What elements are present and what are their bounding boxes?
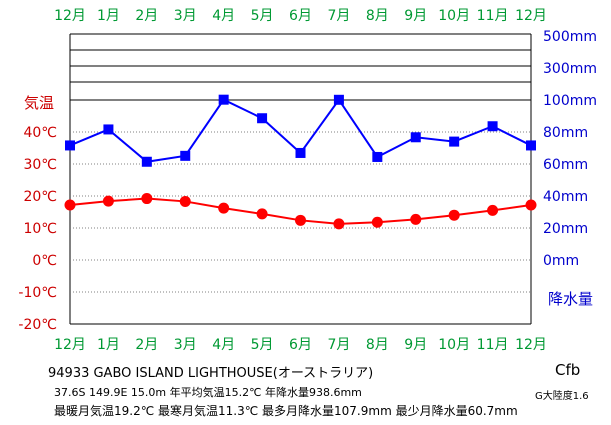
series-layer [64, 94, 537, 230]
month-label-bottom: 2月 [135, 337, 158, 353]
month-label-top: 5月 [251, 8, 274, 24]
month-label-top: 12月 [515, 8, 547, 24]
month-labels-top: 12月 1月 2月 3月 4月 5月 6月 7月 8月 9月 10月 11月 12月 [54, 8, 547, 24]
continentality-note: G大陸度1.6 [535, 391, 589, 402]
precipitation-point [410, 132, 421, 143]
month-label-bottom: 3月 [174, 337, 197, 353]
temperature-point [487, 204, 499, 216]
precipitation-point [218, 94, 229, 105]
month-label-bottom: 6月 [289, 337, 312, 353]
temperature-tick: 20℃ [23, 189, 57, 205]
temperature-tick: 10℃ [23, 221, 57, 237]
precipitation-tick: 300mm [543, 61, 597, 77]
climate-classification: Cfb [555, 361, 581, 379]
precipitation-point [526, 140, 536, 151]
month-label-top: 12月 [54, 8, 86, 24]
temperature-point [525, 199, 537, 211]
month-labels-bottom: 12月 1月 2月 3月 4月 5月 6月 7月 8月 9月 10月 11月 12月 [54, 337, 547, 353]
temperature-tick: 30℃ [23, 157, 57, 173]
climate-chart: 12月 1月 2月 3月 4月 5月 6月 7月 8月 9月 10月 11月 12月 12月 1月 2月 3月… [18, 8, 597, 353]
precipitation-tick: 80mm [543, 125, 588, 141]
month-label-top: 8月 [366, 8, 389, 24]
precipitation-tick: 40mm [543, 189, 588, 205]
temperature-point [333, 218, 345, 230]
precipitation-point [487, 121, 498, 132]
station-stats-line2: 最暖月気温19.2℃ 最寒月気温11.3℃ 最多月降水量107.9mm 最少月降… [54, 404, 518, 418]
temperature-point [141, 193, 153, 205]
precipitation-point [65, 140, 75, 151]
temperature-point [64, 199, 76, 211]
month-label-bottom: 7月 [327, 337, 350, 353]
temperature-axis-label: 気温 [24, 94, 54, 112]
month-label-bottom: 4月 [212, 337, 235, 353]
month-label-top: 3月 [174, 8, 197, 24]
temperature-point [410, 213, 422, 225]
precipitation-tick: 60mm [543, 157, 588, 173]
temperature-tick-labels: 40℃ 30℃ 20℃ 10℃ 0℃ -10℃ -20℃ [18, 125, 57, 333]
month-label-bottom: 8月 [366, 337, 389, 353]
temperature-point [371, 216, 383, 228]
month-label-bottom: 12月 [54, 337, 86, 353]
month-label-top: 7月 [327, 8, 350, 24]
precipitation-point [141, 156, 152, 167]
temperature-tick: -10℃ [18, 285, 57, 301]
temperature-tick: -20℃ [18, 317, 57, 333]
precipitation-point [295, 147, 306, 158]
precipitation-tick: 100mm [543, 93, 597, 109]
month-label-bottom: 12月 [515, 337, 547, 353]
precipitation-point [333, 94, 344, 105]
month-label-top: 9月 [404, 8, 427, 24]
precipitation-point [449, 136, 460, 147]
precipitation-axis-label: 降水量 [548, 290, 593, 308]
precipitation-point [180, 150, 191, 161]
month-label-top: 6月 [289, 8, 312, 24]
precipitation-tick-labels: 500mm 300mm 100mm 80mm 60mm 40mm 20mm 0mm [543, 29, 597, 269]
precipitation-tick: 500mm [543, 29, 597, 45]
month-label-top: 11月 [477, 8, 509, 24]
temperature-point [218, 202, 230, 214]
temperature-point [295, 214, 306, 226]
temperature-point [102, 195, 114, 207]
month-label-bottom: 5月 [251, 337, 274, 353]
temperature-point [256, 208, 268, 220]
precipitation-tick: 20mm [543, 221, 588, 237]
chart-grid [69, 33, 532, 325]
month-label-bottom: 9月 [404, 337, 427, 353]
month-label-top: 2月 [135, 8, 158, 24]
month-label-bottom: 1月 [97, 337, 120, 353]
precipitation-point [257, 113, 268, 124]
temperature-point [179, 195, 191, 207]
station-name: 94933 GABO ISLAND LIGHTHOUSE(オーストラリア) [48, 366, 374, 381]
month-label-top: 1月 [97, 8, 120, 24]
temperature-tick: 40℃ [23, 125, 57, 141]
month-label-bottom: 11月 [477, 337, 509, 353]
month-label-bottom: 10月 [438, 337, 470, 353]
station-stats-line1: 37.6S 149.9E 15.0m 年平均気温15.2℃ 年降水量938.6m… [54, 386, 362, 399]
temperature-tick: 0℃ [32, 253, 57, 269]
month-label-top: 10月 [438, 8, 470, 24]
precipitation-point [103, 124, 114, 135]
temperature-point [448, 209, 460, 221]
precipitation-tick: 0mm [543, 253, 579, 269]
month-label-top: 4月 [212, 8, 235, 24]
precipitation-point [372, 151, 383, 162]
